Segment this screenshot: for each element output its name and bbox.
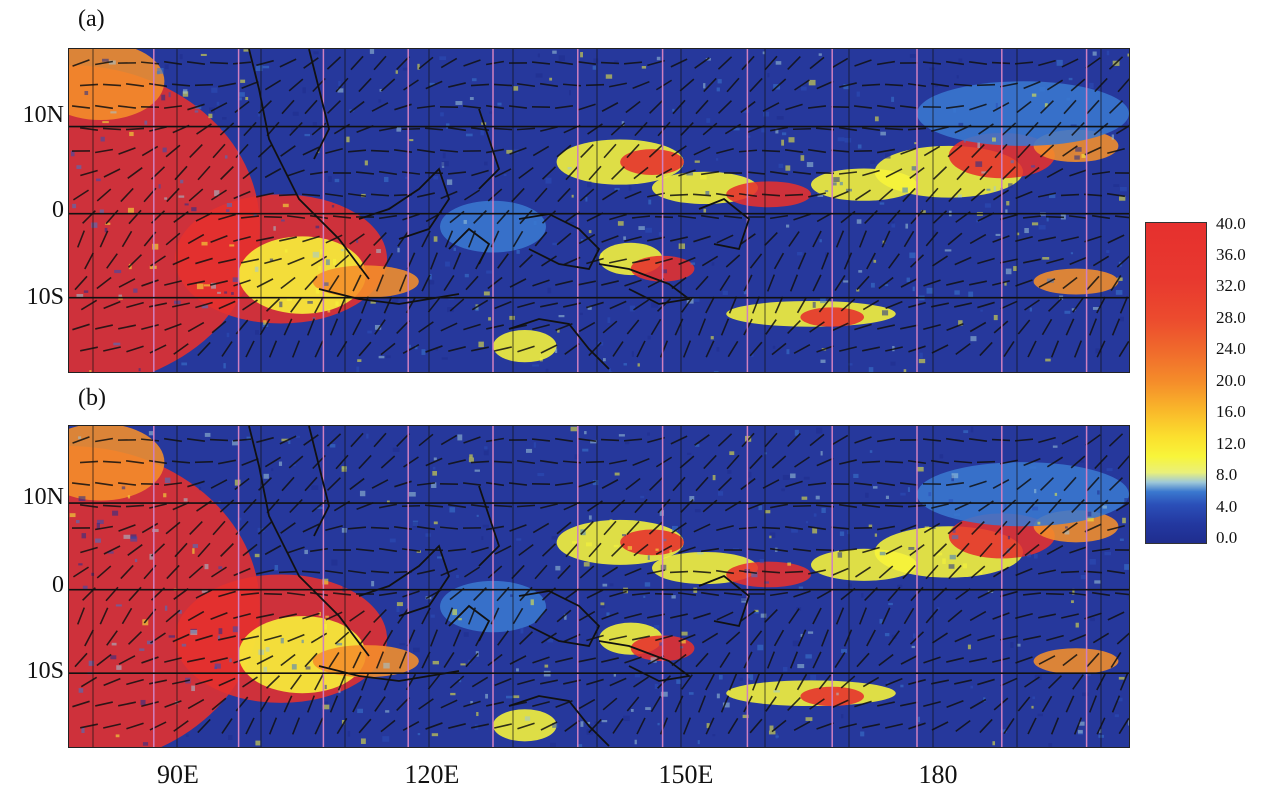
colorbar-tick: 40.0 [1216,214,1246,233]
panel-a-map [68,48,1130,373]
colorbar [1145,222,1207,544]
colorbar-tick: 8.0 [1216,465,1238,484]
colorbar-tick: 20.0 [1216,371,1246,390]
colorbar-tick: 4.0 [1216,497,1238,516]
panel-b-field [69,426,1129,747]
colorbar-tick: 16.0 [1216,402,1246,421]
colorbar-tick: 0.0 [1216,528,1238,547]
panel-a-field [69,49,1129,372]
colorbar-tick: 12.0 [1216,434,1246,453]
panel-a-label: (a) [78,6,105,32]
panel-b-map [68,425,1130,748]
panel-a-lat-0: 0 [52,197,64,223]
panel-b-lat-0: 0 [52,572,64,598]
lon-label-120e: 120E [404,760,460,789]
colorbar-tick: 28.0 [1216,308,1246,327]
panel-b-lat-10s: 10S [26,658,64,684]
lon-label-90e: 90E [157,760,199,789]
colorbar-tick: 32.0 [1216,276,1246,295]
panel-a-lat-10s: 10S [26,284,64,310]
panel-b-lat-10n: 10N [22,484,64,510]
colorbar-tick: 24.0 [1216,339,1246,358]
lon-label-150e: 150E [658,760,714,789]
panel-a-lat-10n: 10N [22,102,64,128]
colorbar-tick: 36.0 [1216,245,1246,264]
panel-b-label: (b) [78,385,106,411]
lon-label-180: 180 [918,760,958,789]
